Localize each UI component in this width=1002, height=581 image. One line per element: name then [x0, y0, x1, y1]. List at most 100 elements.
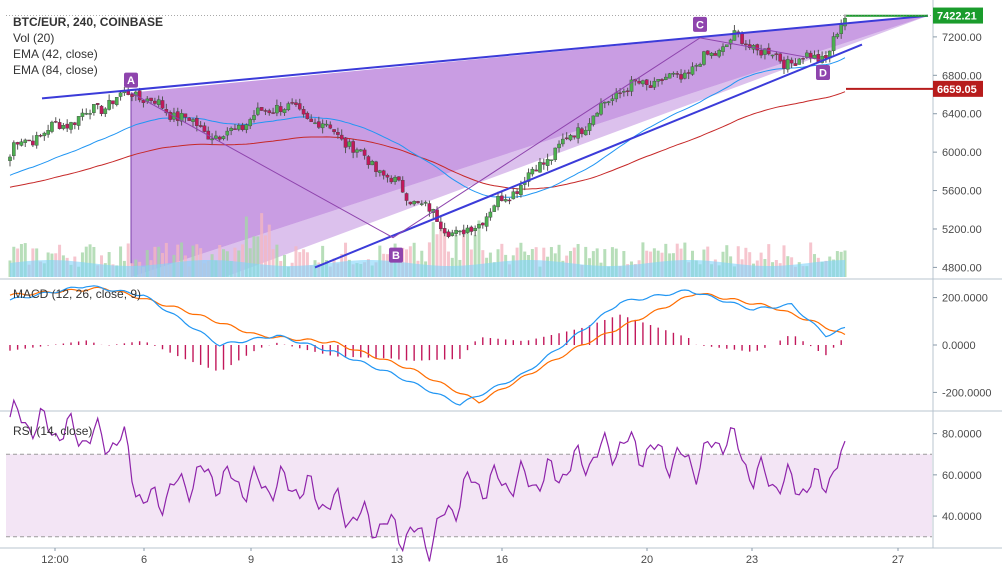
- candle-body: [27, 139, 31, 142]
- candle-body: [694, 65, 699, 67]
- volume-bar: [454, 234, 458, 277]
- candle-body: [229, 127, 233, 131]
- volume-bar: [435, 234, 439, 277]
- volume-bar: [119, 246, 123, 277]
- time-tick-label-6: 23: [746, 554, 758, 566]
- rsi-label[interactable]: RSI (14, close): [13, 424, 93, 438]
- ema42-line: [9, 57, 846, 198]
- candle-body: [488, 211, 493, 218]
- volume-bar: [462, 234, 466, 277]
- candle-body: [740, 33, 744, 44]
- candle-body: [107, 99, 111, 110]
- volume-bar: [591, 251, 595, 277]
- candle-body: [652, 80, 657, 88]
- candle-body: [168, 112, 172, 120]
- abcd-zigzag: [130, 37, 823, 239]
- macd-label[interactable]: MACD (12, 26, close, 9): [13, 287, 142, 301]
- candle-body: [690, 66, 695, 75]
- candle-body: [660, 79, 664, 82]
- volume-bar: [88, 244, 92, 277]
- volume-bar: [294, 246, 298, 277]
- candle-body: [458, 230, 462, 233]
- candle-body: [439, 221, 443, 230]
- volume-bar: [603, 249, 607, 277]
- candle-body: [610, 98, 615, 101]
- candle-body: [195, 118, 199, 126]
- price-tick-label-6: 4800.00: [942, 262, 982, 274]
- macd-tick-label-1: 0.0000: [942, 340, 976, 352]
- candle-body: [126, 90, 130, 95]
- pattern-point-badge-C: [693, 16, 707, 32]
- candle-body: [759, 50, 763, 56]
- candle-body: [278, 106, 283, 112]
- time-tick-label-4: 16: [496, 554, 508, 566]
- candle-body: [671, 73, 676, 75]
- candle-body: [511, 191, 516, 200]
- candle-body: [313, 122, 317, 124]
- candle-body: [214, 135, 218, 139]
- volume-bar: [664, 243, 668, 277]
- volume-bar: [305, 252, 309, 277]
- candle-body: [114, 97, 119, 105]
- candle-body: [301, 109, 306, 115]
- volume-bar: [431, 222, 435, 277]
- candle-body: [530, 168, 535, 175]
- volume-bar: [446, 251, 450, 277]
- candle-body: [332, 129, 336, 133]
- price-tag-bg-0: [933, 7, 983, 24]
- candle-body: [549, 159, 554, 161]
- candle-body: [130, 94, 134, 97]
- candle-body: [275, 105, 279, 114]
- candle-body: [789, 59, 794, 64]
- candle-body: [8, 156, 12, 161]
- candle-body: [580, 128, 584, 135]
- candle-body: [34, 135, 39, 146]
- candle-body: [31, 140, 35, 146]
- candle-body: [473, 228, 477, 232]
- candle-body: [416, 201, 420, 203]
- volume-ma-area: [10, 260, 845, 277]
- ema42-indicator-label[interactable]: EMA (42, close): [13, 47, 98, 61]
- candle-body: [484, 216, 489, 227]
- candle-body: [263, 110, 268, 112]
- price-tag-bg-1: [933, 80, 983, 97]
- candle-body: [179, 113, 184, 122]
- vol-indicator-label[interactable]: Vol (20): [13, 31, 55, 45]
- candle-body: [614, 92, 619, 100]
- pattern-point-badge-A: [124, 72, 138, 88]
- candle-body: [244, 124, 249, 130]
- candle-body: [362, 149, 367, 156]
- candle-body: [328, 124, 333, 129]
- macd-line: [9, 285, 846, 406]
- candle-body: [526, 172, 531, 182]
- candle-body: [320, 123, 325, 129]
- candle-body: [46, 130, 50, 135]
- ema84-indicator-label[interactable]: EMA (84, close): [13, 63, 98, 77]
- candle-body: [191, 119, 195, 122]
- candle-body: [656, 79, 660, 82]
- candle-body: [644, 79, 649, 85]
- candle-body: [786, 59, 790, 70]
- upper-trendline: [41, 14, 929, 100]
- candle-body: [187, 117, 192, 121]
- candle-body: [248, 119, 253, 127]
- candle-body: [118, 92, 123, 97]
- candle-body: [175, 111, 180, 121]
- candle-body: [61, 125, 66, 129]
- candle-body: [351, 141, 355, 153]
- rsi-band: [6, 454, 932, 537]
- volume-bar: [12, 246, 16, 277]
- candle-body: [217, 136, 222, 140]
- pattern-point-label-B: B: [392, 250, 400, 262]
- candle-body: [492, 205, 497, 212]
- price-tick-label-4: 5600.00: [942, 186, 982, 198]
- candle-body: [667, 73, 672, 79]
- candle-body: [73, 122, 77, 125]
- candle-body: [782, 59, 786, 69]
- candle-body: [843, 17, 847, 27]
- candle-body: [408, 201, 413, 205]
- candle-body: [568, 135, 573, 141]
- pattern-point-label-A: A: [127, 75, 135, 87]
- candle-body: [389, 177, 394, 183]
